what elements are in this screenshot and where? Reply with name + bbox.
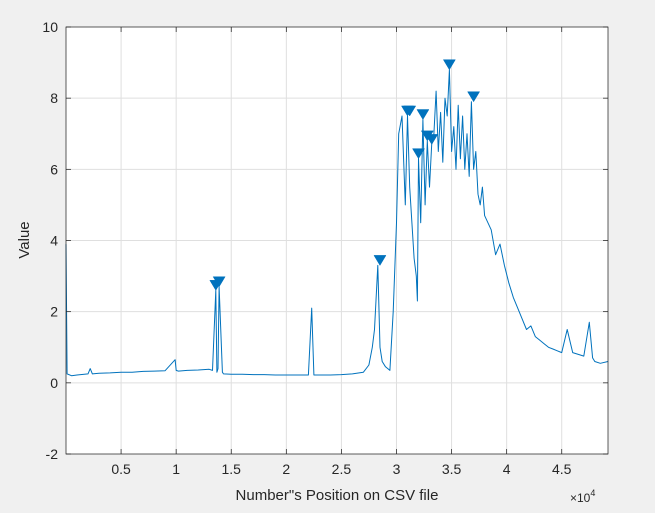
x-axis-exponent: ×104 [570,488,595,505]
series-line [65,69,609,377]
x-tick-label: 2.5 [332,461,352,477]
peak-marker [412,148,425,160]
x-axis-exponent-power: 4 [590,488,595,498]
peak-marker [425,134,439,145]
y-tick-label: 8 [50,90,58,106]
x-tick-label: 3.5 [442,461,462,477]
peak-marker [373,255,387,266]
y-tick-label: 10 [42,19,58,35]
plot-content [65,59,609,377]
y-axis-title: Value [16,221,33,258]
peak-marker [403,105,417,117]
peak-marker [416,109,430,121]
x-tick-label: 2 [282,461,290,477]
grid [66,27,608,454]
y-tick-label: 4 [50,233,58,249]
y-tick-label: 2 [50,304,58,320]
y-tick-label: 0 [50,375,58,391]
x-tick-label: 1.5 [222,461,242,477]
x-tick-label: 3 [393,461,401,477]
x-tick-label: 0.5 [111,461,131,477]
x-axis-title: Number"s Position on CSV file [236,487,439,504]
x-tick-label: 1 [172,461,180,477]
y-axis: -2 0 2 4 6 8 10 [42,19,608,462]
y-tick-label: -2 [46,446,59,462]
x-axis-exponent-base: ×10 [570,491,591,505]
x-tick-label: 4 [503,461,511,477]
peak-marker [442,59,456,71]
y-tick-label: 6 [50,161,58,177]
x-axis: 0.5 1 1.5 2 2.5 3 3.5 4 4.5 [111,27,572,477]
x-tick-label: 4.5 [552,461,572,477]
peak-marker [212,276,226,288]
peak-marker [467,91,481,103]
